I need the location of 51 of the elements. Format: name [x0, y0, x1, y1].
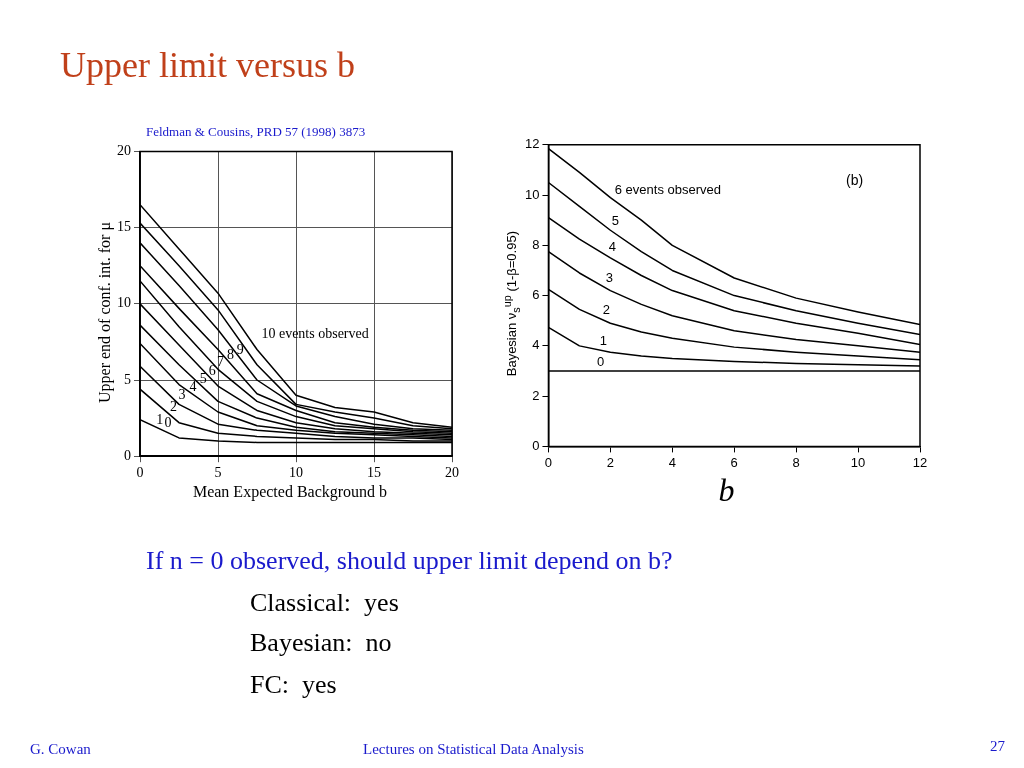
y-tick-label: 0 [532, 437, 540, 453]
text: Feldman & Cousins, PRD 57 (1998) 3873 [146, 124, 366, 140]
y-axis-title: Upper end of conf. int. for μ [96, 222, 114, 403]
text: If n = 0 observed, should upper limit depend on b? [146, 546, 673, 576]
x-tick-label: 4 [668, 454, 676, 470]
x-tick-label: 10 [850, 454, 866, 470]
series-label: 8 [227, 347, 235, 363]
series-label: 1 [599, 332, 608, 348]
y-tick-label: 20 [117, 143, 131, 159]
x-axis-title: Mean Expected Background b [191, 483, 389, 501]
series-label: 1 [156, 412, 164, 428]
x-tick-label: 20 [445, 465, 459, 481]
y-tick-label: 2 [532, 387, 540, 403]
x-tick-label: 8 [792, 454, 800, 470]
series-label: 6 [208, 363, 216, 379]
series-label: 2 [170, 399, 178, 415]
series-label: 0 [164, 414, 172, 430]
y-tick-label: 4 [532, 337, 540, 353]
x-tick-label: 15 [367, 465, 381, 481]
x-tick-label: 2 [606, 454, 614, 470]
y-tick-label: 12 [524, 136, 540, 152]
series-label: 4 [608, 238, 616, 254]
x-tick-label: 6 [730, 454, 738, 470]
x-tick-label: 5 [214, 465, 222, 481]
annotation: (b) [846, 172, 864, 188]
chart-title: Upper limit versus b [60, 44, 355, 86]
text: G. Cowan [30, 741, 91, 758]
series-label: 3 [605, 269, 613, 285]
text: Lectures on Statistical Data Analysis [363, 741, 584, 758]
y-tick-label: 10 [117, 295, 131, 311]
series-label: 0 [596, 354, 605, 370]
series-label: 2 [602, 302, 610, 318]
y-tick-label: 5 [124, 371, 131, 387]
x-tick-label: 12 [912, 454, 928, 470]
series-label: 4 [189, 378, 197, 394]
series-label: 6 events observed [614, 182, 721, 198]
text: Classical: yes [250, 588, 399, 618]
series-label: 9 [236, 341, 244, 357]
y-tick-label: 8 [532, 236, 540, 252]
x-tick-label: 10 [289, 465, 303, 481]
x-axis-title: b [717, 472, 736, 509]
x-tick-label: 0 [136, 465, 144, 481]
x-tick-label: 0 [544, 454, 552, 470]
series-label: 3 [178, 387, 186, 402]
y-tick-label: 15 [117, 219, 131, 235]
text: Bayesian: no [250, 628, 392, 658]
y-tick-label: 6 [532, 287, 540, 303]
y-tick-label: 10 [524, 186, 540, 202]
text: FC: yes [250, 670, 337, 700]
text: 27 [990, 738, 1005, 755]
series-label: 5 [611, 212, 619, 228]
